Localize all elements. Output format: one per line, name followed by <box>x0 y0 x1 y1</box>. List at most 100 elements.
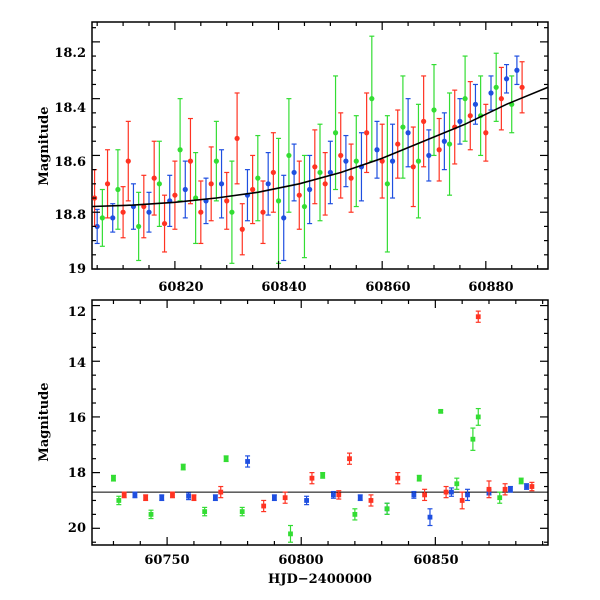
bottom-point-s0-12 <box>449 489 454 495</box>
bottom-point-s2-16 <box>486 486 492 492</box>
top-point-s2-31 <box>498 96 504 102</box>
bottom-point-s2-4 <box>218 489 224 495</box>
top-point-s1-7 <box>229 209 235 215</box>
top-point-s2-12 <box>234 135 240 142</box>
bottom-point-s2-3 <box>191 495 197 501</box>
bottom-tick-label-y-16: 16 <box>68 411 86 426</box>
bottom-panel-ticks <box>92 300 548 545</box>
top-point-s0-16 <box>374 147 380 153</box>
bottom-y-axis-label: Magnitude <box>37 382 52 461</box>
top-point-s2-30 <box>483 130 489 136</box>
top-panel: 60820 60840 60860 60880 18.2 18.4 18.6 1… <box>37 21 549 295</box>
top-point-s2-8 <box>187 158 194 164</box>
top-point-s0-14 <box>343 158 349 164</box>
top-point-s2-9 <box>198 209 204 215</box>
bottom-point-s2-5 <box>261 503 267 509</box>
bottom-tick-label-y-20: 20 <box>68 521 86 536</box>
top-point-s2-20 <box>338 152 344 159</box>
bottom-tick-label-x-60750: 60750 <box>144 553 189 568</box>
bottom-point-s0-4 <box>245 459 250 464</box>
bottom-point-s1-13 <box>454 481 460 487</box>
top-point-s2-32 <box>519 84 525 90</box>
top-point-s1-3 <box>156 181 162 187</box>
bottom-point-s1-8 <box>320 472 326 478</box>
bottom-point-s1-5 <box>223 456 229 462</box>
bottom-point-s1-3 <box>180 464 186 470</box>
top-tick-label-x-60840: 60840 <box>261 280 306 295</box>
top-point-s2-1 <box>104 181 111 187</box>
bottom-point-s2-17 <box>502 486 508 492</box>
bottom-point-s1-14 <box>470 436 476 442</box>
top-tick-label-y-18.8: 18.8 <box>54 208 86 223</box>
bottom-point-s0-1 <box>159 495 165 501</box>
top-point-s2-6 <box>161 220 168 227</box>
top-point-s1-4 <box>177 147 183 153</box>
bottom-panel-frame <box>91 299 549 546</box>
bottom-point-s2-1 <box>143 495 149 501</box>
bottom-point-s2-8 <box>336 492 342 498</box>
bottom-point-s0-7 <box>331 492 336 498</box>
top-panel-ticks <box>92 22 548 270</box>
top-point-s1-23 <box>493 84 499 90</box>
top-point-s0-1 <box>110 215 116 221</box>
top-point-s1-15 <box>369 96 375 102</box>
bottom-point-s1-1 <box>116 498 122 503</box>
bottom-point-s1-0 <box>111 475 116 481</box>
top-point-s2-23 <box>379 158 385 164</box>
bottom-point-s0-5 <box>272 495 277 501</box>
top-point-s0-3 <box>146 209 152 215</box>
bottom-tick-label-y-14: 14 <box>68 356 86 371</box>
top-point-s2-26 <box>421 118 427 124</box>
top-point-s2-16 <box>270 169 276 176</box>
top-point-s2-19 <box>322 181 328 187</box>
top-point-s1-2 <box>136 223 142 230</box>
bottom-point-s2-0 <box>121 492 127 498</box>
top-point-s2-2 <box>120 209 126 215</box>
top-point-s2-15 <box>260 209 266 215</box>
top-point-s2-27 <box>436 147 442 153</box>
bottom-point-s2-2 <box>170 492 175 498</box>
top-point-s2-18 <box>312 164 318 170</box>
bottom-point-s1-4 <box>202 509 208 514</box>
top-point-s2-17 <box>296 192 302 198</box>
top-point-s2-21 <box>348 175 354 181</box>
top-point-s0-22 <box>472 101 479 107</box>
bottom-point-s2-6 <box>282 495 288 501</box>
top-point-s0-12 <box>307 186 313 193</box>
top-tick-label-x-60860: 60860 <box>365 280 410 295</box>
top-point-s0-10 <box>281 215 287 221</box>
bottom-point-s2-15 <box>475 314 481 320</box>
top-point-s0-21 <box>457 118 463 124</box>
bottom-point-s1-15 <box>475 414 481 420</box>
bottom-panel: 60750 60800 60850 12 14 16 18 20 Magnitu… <box>37 299 549 587</box>
top-point-s0-7 <box>218 181 225 187</box>
bottom-tick-label-y-18: 18 <box>68 466 86 481</box>
bottom-point-s2-10 <box>368 498 374 503</box>
top-point-s1-9 <box>275 198 282 204</box>
top-point-s0-11 <box>291 169 297 176</box>
bottom-point-s0-6 <box>304 498 309 503</box>
top-point-s1-20 <box>446 141 453 147</box>
top-point-s1-13 <box>332 130 339 136</box>
top-point-s2-7 <box>172 192 178 198</box>
top-point-s2-25 <box>410 164 416 170</box>
bottom-point-s0-15 <box>508 486 513 492</box>
top-panel-frame <box>91 21 549 270</box>
top-point-s1-10 <box>286 152 292 159</box>
bottom-point-s1-17 <box>518 478 524 484</box>
top-point-s0-17 <box>389 158 396 164</box>
bottom-tick-label-x-60850: 60850 <box>413 553 458 568</box>
bottom-point-s2-9 <box>347 456 352 462</box>
bottom-point-s0-3 <box>212 495 218 501</box>
bottom-point-s2-7 <box>309 475 315 481</box>
top-point-s1-17 <box>400 124 406 130</box>
top-point-s2-22 <box>364 130 370 136</box>
bottom-point-s2-12 <box>422 492 428 498</box>
bottom-point-s1-12 <box>438 408 444 414</box>
bottom-tick-label-x-60800: 60800 <box>278 553 323 568</box>
top-point-s0-18 <box>405 130 411 136</box>
top-point-s2-3 <box>125 158 131 164</box>
bottom-point-s1-7 <box>288 531 293 537</box>
bottom-point-s2-18 <box>529 484 535 489</box>
